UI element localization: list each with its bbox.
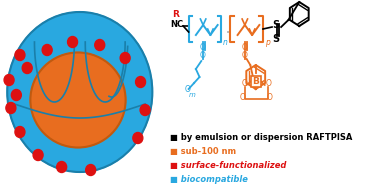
Text: O: O bbox=[199, 51, 205, 60]
Circle shape bbox=[136, 77, 146, 88]
Circle shape bbox=[7, 12, 152, 172]
Circle shape bbox=[95, 40, 105, 50]
Circle shape bbox=[15, 126, 25, 138]
Text: R: R bbox=[172, 10, 179, 19]
Circle shape bbox=[140, 105, 150, 115]
Text: O: O bbox=[242, 78, 248, 88]
Circle shape bbox=[42, 44, 52, 56]
Text: O: O bbox=[267, 92, 273, 101]
Text: ■ biocompatible: ■ biocompatible bbox=[170, 175, 247, 184]
Circle shape bbox=[22, 63, 32, 74]
Text: m: m bbox=[188, 92, 196, 98]
Ellipse shape bbox=[31, 53, 126, 147]
Text: p: p bbox=[265, 38, 270, 47]
Text: NC: NC bbox=[170, 20, 184, 29]
Text: S: S bbox=[272, 20, 279, 30]
Circle shape bbox=[4, 74, 14, 85]
Text: O: O bbox=[241, 43, 247, 51]
Circle shape bbox=[11, 90, 21, 101]
Text: ■ surface-functionalized: ■ surface-functionalized bbox=[170, 161, 286, 170]
Circle shape bbox=[15, 50, 25, 60]
Text: O: O bbox=[185, 84, 191, 94]
Text: O: O bbox=[199, 43, 205, 51]
Text: O: O bbox=[266, 78, 271, 88]
Circle shape bbox=[133, 132, 143, 143]
Text: O: O bbox=[241, 51, 247, 60]
Circle shape bbox=[120, 53, 130, 64]
FancyBboxPatch shape bbox=[251, 75, 261, 87]
Circle shape bbox=[57, 161, 67, 173]
Text: O: O bbox=[239, 92, 245, 101]
Text: ■ sub-100 nm: ■ sub-100 nm bbox=[170, 147, 236, 156]
Circle shape bbox=[86, 164, 96, 176]
Circle shape bbox=[67, 36, 78, 47]
Text: B: B bbox=[252, 77, 259, 85]
Text: S: S bbox=[272, 34, 279, 44]
Circle shape bbox=[6, 102, 16, 114]
Text: ■ by emulsion or dispersion RAFTPISA: ■ by emulsion or dispersion RAFTPISA bbox=[170, 133, 352, 142]
Text: n: n bbox=[223, 38, 228, 47]
Circle shape bbox=[33, 149, 43, 160]
